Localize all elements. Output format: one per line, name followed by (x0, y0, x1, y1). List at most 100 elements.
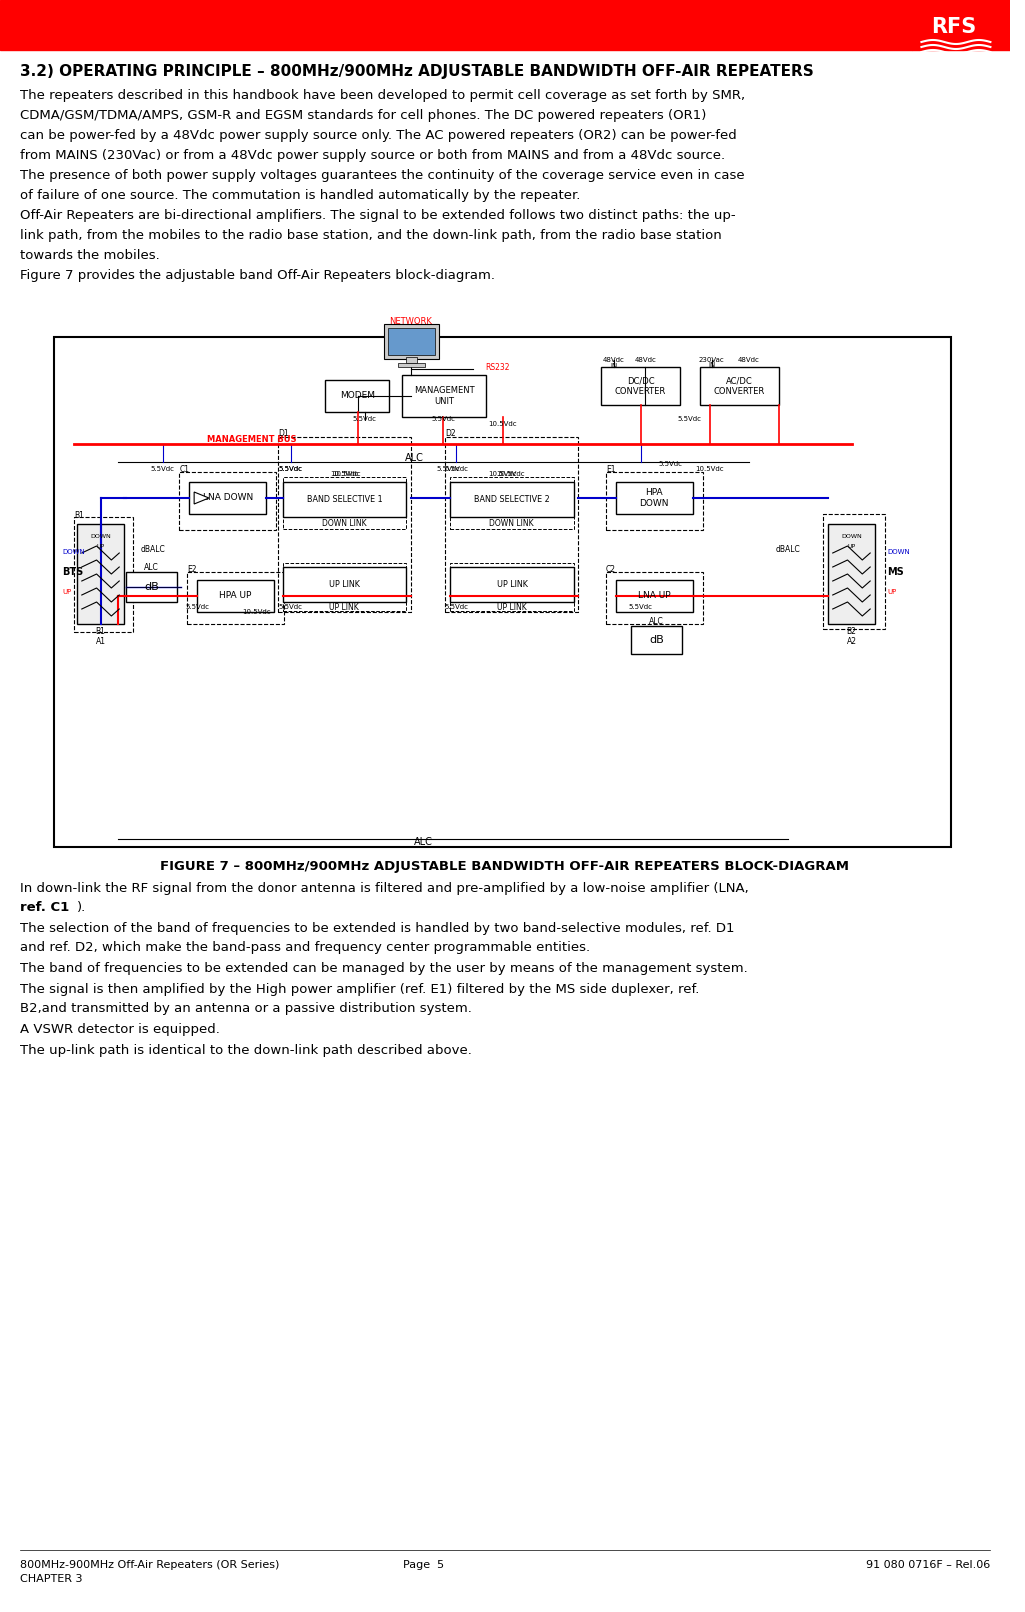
Text: MANAGEMENT BUS: MANAGEMENT BUS (207, 435, 296, 443)
Text: C2: C2 (606, 566, 616, 574)
Text: The up-link path is identical to the down-link path described above.: The up-link path is identical to the dow… (19, 1045, 472, 1057)
Text: In down-link the RF signal from the donor antenna is filtered and pre-amplified : In down-link the RF signal from the dono… (19, 882, 748, 895)
Text: from MAINS (230Vac) or from a 48Vdc power supply source or both from MAINS and f: from MAINS (230Vac) or from a 48Vdc powe… (19, 148, 725, 161)
Text: 10.5Vdc: 10.5Vdc (496, 471, 525, 477)
Text: MS: MS (887, 567, 904, 577)
Bar (179, 472, 276, 530)
Bar (283, 482, 406, 517)
Bar (325, 380, 390, 413)
Text: D2: D2 (446, 429, 456, 438)
Text: E1: E1 (606, 466, 616, 474)
Text: of failure of one source. The commutation is handled automatically by the repeat: of failure of one source. The commutatio… (19, 189, 580, 202)
Text: 5.5Vdc: 5.5Vdc (279, 604, 302, 609)
Text: AC/DC
CONVERTER: AC/DC CONVERTER (713, 376, 765, 395)
Text: 5.5Vdc: 5.5Vdc (658, 461, 682, 467)
Text: ref. C1: ref. C1 (19, 901, 69, 914)
Text: A VSWR detector is equipped.: A VSWR detector is equipped. (19, 1024, 219, 1037)
Text: dB: dB (145, 582, 159, 592)
Text: 5.5Vdc: 5.5Vdc (279, 466, 302, 472)
Text: NETWORK: NETWORK (390, 318, 433, 327)
Text: BAND SELECTIVE 1: BAND SELECTIVE 1 (306, 495, 382, 505)
Text: UP LINK: UP LINK (329, 580, 360, 588)
Bar (278, 437, 411, 613)
Text: Off-Air Repeaters are bi-directional amplifiers. The signal to be extended follo: Off-Air Repeaters are bi-directional amp… (19, 210, 735, 222)
Text: DOWN: DOWN (63, 550, 85, 555)
Bar (616, 580, 693, 613)
Text: ALC: ALC (145, 564, 159, 572)
Text: dB: dB (649, 635, 664, 645)
Bar (446, 437, 578, 613)
Text: IN: IN (610, 363, 618, 369)
Text: 10.5Vdc: 10.5Vdc (488, 471, 517, 477)
Text: B1: B1 (95, 627, 106, 637)
Bar (406, 356, 417, 363)
Bar (450, 482, 574, 517)
Text: ).: ). (77, 901, 86, 914)
Text: dBALC: dBALC (140, 545, 165, 555)
Text: Figure 7 provides the adjustable band Off-Air Repeaters block-diagram.: Figure 7 provides the adjustable band Of… (19, 269, 495, 282)
Text: RFS: RFS (932, 18, 977, 37)
Text: dBALC: dBALC (776, 545, 801, 555)
Text: 5.5Vdc: 5.5Vdc (186, 604, 209, 609)
Text: DOWN LINK: DOWN LINK (489, 519, 534, 529)
Text: The repeaters described in this handbook have been developed to permit cell cove: The repeaters described in this handbook… (19, 89, 745, 102)
Text: The band of frequencies to be extended can be managed by the user by means of th: The band of frequencies to be extended c… (19, 962, 747, 975)
Text: ALC: ALC (405, 453, 423, 463)
Text: and ref. D2, which make the band-pass and frequency center programmable entities: and ref. D2, which make the band-pass an… (19, 941, 589, 954)
Text: UP: UP (63, 588, 72, 595)
Text: 5.5Vdc: 5.5Vdc (279, 466, 302, 472)
Text: Page  5: Page 5 (403, 1560, 444, 1570)
Text: 48Vdc: 48Vdc (603, 356, 625, 363)
Text: MODEM: MODEM (339, 392, 375, 400)
Text: ALC: ALC (649, 617, 664, 627)
Text: LNA UP: LNA UP (638, 592, 670, 601)
Bar (74, 517, 133, 632)
Bar (126, 572, 177, 601)
Text: 5.5Vdc: 5.5Vdc (678, 416, 702, 422)
Bar (398, 363, 424, 368)
Bar (601, 368, 680, 405)
Text: 5.5Vdc: 5.5Vdc (353, 416, 376, 422)
Text: 800MHz-900MHz Off-Air Repeaters (OR Series): 800MHz-900MHz Off-Air Repeaters (OR Seri… (19, 1560, 279, 1570)
Text: 10.5Vdc: 10.5Vdc (695, 466, 724, 472)
Text: link path, from the mobiles to the radio base station, and the down-link path, f: link path, from the mobiles to the radio… (19, 229, 722, 242)
Text: DOWN LINK: DOWN LINK (322, 519, 366, 529)
Text: UP: UP (848, 543, 856, 548)
Bar (384, 324, 439, 359)
Text: 48Vdc: 48Vdc (738, 356, 760, 363)
Text: towards the mobiles.: towards the mobiles. (19, 248, 160, 263)
Bar (54, 337, 951, 846)
Bar (630, 625, 682, 654)
Bar (77, 524, 124, 624)
Text: D1: D1 (278, 429, 288, 438)
Text: UP LINK: UP LINK (329, 603, 359, 611)
Text: B2,and transmitted by an antenna or a passive distribution system.: B2,and transmitted by an antenna or a pa… (19, 1003, 472, 1016)
Text: B2: B2 (847, 627, 857, 637)
Text: DC/DC
CONVERTER: DC/DC CONVERTER (615, 376, 666, 395)
Text: HPA UP: HPA UP (219, 592, 252, 601)
Bar (188, 572, 284, 624)
Text: 3.2) OPERATING PRINCIPLE – 800MHz/900MHz ADJUSTABLE BANDWIDTH OFF-AIR REPEATERS: 3.2) OPERATING PRINCIPLE – 800MHz/900MHz… (19, 64, 814, 79)
Text: 91 080 0716F – Rel.06: 91 080 0716F – Rel.06 (866, 1560, 990, 1570)
Text: 10.5Vdc: 10.5Vdc (331, 471, 359, 477)
Bar (700, 368, 779, 405)
Text: DOWN: DOWN (887, 550, 910, 555)
Text: CHAPTER 3: CHAPTER 3 (19, 1573, 82, 1585)
Bar (823, 514, 885, 629)
Bar (197, 580, 274, 613)
Text: 5.5Vdc: 5.5Vdc (151, 466, 174, 472)
Bar (388, 327, 435, 355)
Text: can be power-fed by a 48Vdc power supply source only. The AC powered repeaters (: can be power-fed by a 48Vdc power supply… (19, 129, 736, 142)
Text: The selection of the band of frequencies to be extended is handled by two band-s: The selection of the band of frequencies… (19, 922, 734, 935)
Text: MANAGEMENT
UNIT: MANAGEMENT UNIT (414, 387, 475, 406)
Bar (283, 567, 406, 601)
Bar (450, 563, 574, 611)
Text: 5.5Vdc: 5.5Vdc (628, 604, 653, 609)
Text: 5.5Vdc: 5.5Vdc (437, 466, 460, 472)
Text: 48Vdc: 48Vdc (634, 356, 656, 363)
Text: The signal is then amplified by the High power amplifier (ref. E1) filtered by t: The signal is then amplified by the High… (19, 983, 699, 996)
Text: E2: E2 (188, 566, 197, 574)
Text: The presence of both power supply voltages guarantees the continuity of the cove: The presence of both power supply voltag… (19, 169, 744, 182)
Bar (402, 376, 486, 418)
Polygon shape (194, 492, 209, 505)
